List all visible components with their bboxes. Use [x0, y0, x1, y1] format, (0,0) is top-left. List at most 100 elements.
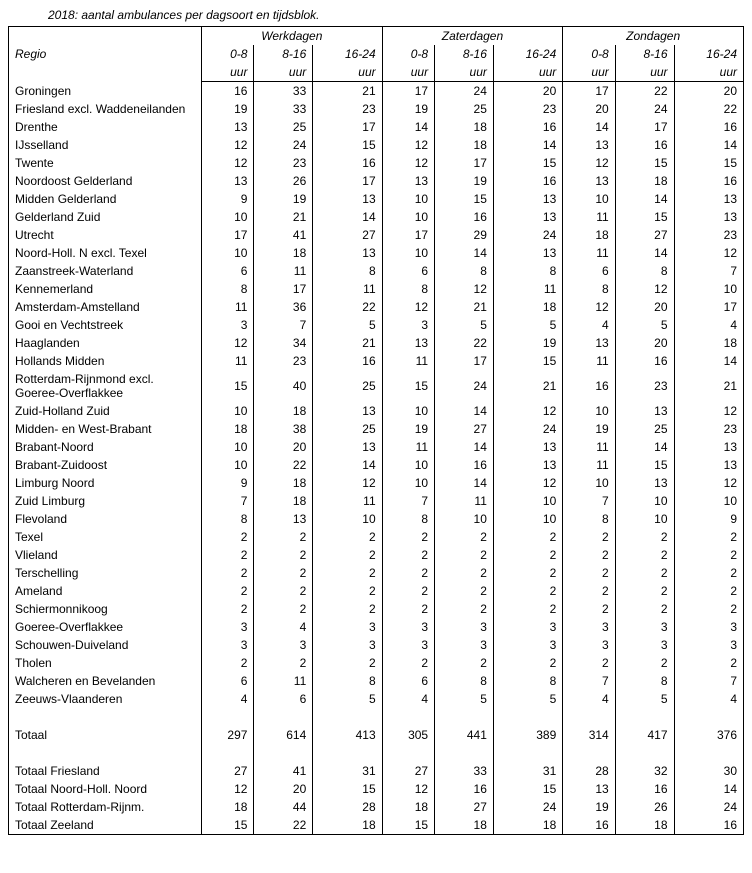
cell-value: 2 — [202, 564, 254, 582]
cell-value: 2 — [254, 546, 313, 564]
cell-value: 8 — [493, 672, 562, 690]
cell-value: 3 — [382, 636, 434, 654]
cell-value: 7 — [202, 492, 254, 510]
cell-regio: Kennemerland — [9, 280, 202, 298]
cell-value: 18 — [435, 118, 494, 136]
cell-value: 24 — [435, 82, 494, 101]
col-sub-uur: uur — [493, 63, 562, 82]
col-sub-uur: uur — [615, 63, 674, 82]
cell-value: 6 — [202, 262, 254, 280]
cell-value: 12 — [435, 280, 494, 298]
cell-value: 3 — [493, 618, 562, 636]
cell-value: 10 — [563, 190, 615, 208]
cell-value: 18 — [254, 492, 313, 510]
cell-value: 3 — [202, 316, 254, 334]
cell-value: 2 — [563, 564, 615, 582]
cell-value: 2 — [382, 528, 434, 546]
cell-value: 3 — [674, 636, 743, 654]
cell-value: 2 — [313, 654, 382, 672]
cell-value: 2 — [435, 564, 494, 582]
cell-value: 6 — [382, 672, 434, 690]
cell-value: 2 — [674, 564, 743, 582]
cell-value: 2 — [313, 600, 382, 618]
blank-cell — [493, 708, 562, 726]
table-row: Texel222222222 — [9, 528, 744, 546]
cell-value: 2 — [254, 654, 313, 672]
cell-value: 4 — [674, 690, 743, 708]
cell-regio: Drenthe — [9, 118, 202, 136]
cell-value: 33 — [254, 100, 313, 118]
cell-regio: Noordoost Gelderland — [9, 172, 202, 190]
cell-regio: Totaal Zeeland — [9, 816, 202, 835]
cell-value: 2 — [202, 546, 254, 564]
cell-value: 441 — [435, 726, 494, 744]
cell-regio: Goeree-Overflakkee — [9, 618, 202, 636]
cell-value: 11 — [435, 492, 494, 510]
cell-value: 15 — [313, 780, 382, 798]
cell-value: 16 — [563, 370, 615, 402]
cell-value: 13 — [202, 172, 254, 190]
cell-regio: Schouwen-Duiveland — [9, 636, 202, 654]
table-row: Terschelling222222222 — [9, 564, 744, 582]
col-sub: 0-8 — [382, 45, 434, 63]
cell-value: 16 — [615, 780, 674, 798]
cell-value: 11 — [313, 492, 382, 510]
cell-regio: Zuid Limburg — [9, 492, 202, 510]
cell-value: 16 — [615, 136, 674, 154]
cell-value: 20 — [615, 298, 674, 316]
cell-value: 18 — [254, 474, 313, 492]
cell-value: 2 — [382, 582, 434, 600]
col-sub: 8-16 — [254, 45, 313, 63]
cell-value: 41 — [254, 226, 313, 244]
cell-value: 10 — [382, 190, 434, 208]
cell-value: 2 — [202, 528, 254, 546]
cell-value: 389 — [493, 726, 562, 744]
cell-value: 8 — [382, 280, 434, 298]
cell-value: 14 — [313, 456, 382, 474]
col-group-zondagen: Zondagen — [563, 27, 744, 46]
cell-value: 16 — [435, 456, 494, 474]
blank-cell — [563, 744, 615, 762]
cell-value: 13 — [674, 208, 743, 226]
cell-value: 8 — [313, 262, 382, 280]
cell-value: 22 — [313, 298, 382, 316]
table-row: IJsselland122415121814131614 — [9, 136, 744, 154]
table-row: Totaal Zeeland152218151818161816 — [9, 816, 744, 835]
cell-value: 19 — [202, 100, 254, 118]
cell-value: 14 — [674, 780, 743, 798]
cell-value: 13 — [493, 438, 562, 456]
cell-value: 21 — [435, 298, 494, 316]
cell-value: 23 — [254, 352, 313, 370]
col-sub-uur: uur — [563, 63, 615, 82]
cell-value: 14 — [435, 474, 494, 492]
cell-value: 10 — [202, 244, 254, 262]
cell-regio: Gelderland Zuid — [9, 208, 202, 226]
cell-value: 23 — [674, 420, 743, 438]
cell-value: 17 — [615, 118, 674, 136]
cell-value: 16 — [202, 82, 254, 101]
cell-value: 2 — [674, 528, 743, 546]
cell-regio: Ameland — [9, 582, 202, 600]
cell-value: 17 — [313, 172, 382, 190]
cell-value: 12 — [202, 154, 254, 172]
cell-value: 6 — [382, 262, 434, 280]
table-row: Gelderland Zuid102114101613111513 — [9, 208, 744, 226]
cell-value: 18 — [615, 172, 674, 190]
cell-value: 28 — [563, 762, 615, 780]
cell-value: 2 — [382, 564, 434, 582]
cell-value: 3 — [313, 618, 382, 636]
cell-value: 7 — [563, 672, 615, 690]
header-row-groups: Regio Werkdagen Zaterdagen Zondagen — [9, 27, 744, 46]
cell-value: 2 — [563, 528, 615, 546]
cell-value: 6 — [563, 262, 615, 280]
table-row: Groningen163321172420172220 — [9, 82, 744, 101]
blank-cell — [493, 744, 562, 762]
blank-row — [9, 744, 744, 762]
cell-value: 15 — [493, 154, 562, 172]
cell-value: 13 — [563, 334, 615, 352]
cell-value: 3 — [435, 618, 494, 636]
cell-regio: Twente — [9, 154, 202, 172]
cell-regio: Totaal Friesland — [9, 762, 202, 780]
cell-value: 18 — [202, 420, 254, 438]
cell-value: 2 — [382, 654, 434, 672]
